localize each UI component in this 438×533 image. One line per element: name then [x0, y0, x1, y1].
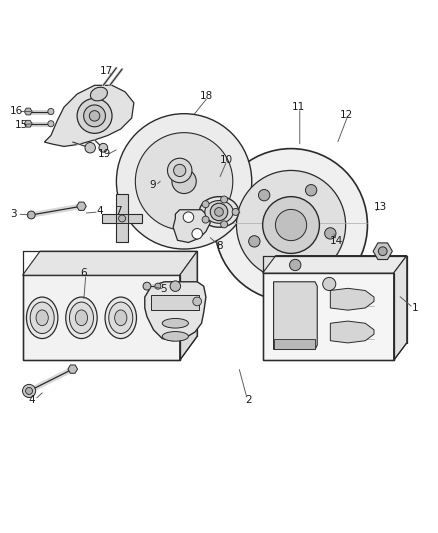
Ellipse shape: [26, 297, 58, 338]
Polygon shape: [330, 288, 374, 310]
Circle shape: [263, 197, 319, 253]
Circle shape: [89, 111, 100, 121]
Ellipse shape: [66, 297, 97, 338]
Polygon shape: [117, 195, 128, 243]
Polygon shape: [117, 214, 128, 223]
Polygon shape: [330, 321, 374, 343]
Text: 15: 15: [15, 119, 28, 130]
Polygon shape: [394, 256, 407, 360]
Circle shape: [170, 281, 180, 292]
Polygon shape: [77, 202, 86, 211]
Circle shape: [143, 282, 151, 290]
Circle shape: [202, 216, 209, 223]
Circle shape: [193, 297, 201, 306]
Polygon shape: [151, 295, 199, 310]
Text: 1: 1: [412, 303, 419, 313]
Circle shape: [249, 236, 260, 247]
Circle shape: [119, 215, 126, 222]
Circle shape: [215, 207, 223, 216]
Polygon shape: [68, 365, 78, 373]
Circle shape: [48, 120, 54, 127]
Polygon shape: [24, 108, 32, 115]
Text: 8: 8: [216, 241, 223, 251]
Circle shape: [172, 169, 196, 193]
Circle shape: [276, 209, 307, 240]
Ellipse shape: [162, 332, 188, 341]
Text: 9: 9: [149, 180, 156, 190]
Ellipse shape: [109, 302, 133, 334]
Circle shape: [378, 247, 387, 256]
Polygon shape: [180, 251, 197, 360]
Ellipse shape: [70, 302, 93, 334]
Text: 6: 6: [80, 268, 87, 278]
Polygon shape: [263, 256, 407, 273]
Circle shape: [25, 387, 32, 394]
Text: 13: 13: [374, 201, 387, 212]
Text: 12: 12: [340, 110, 353, 119]
Circle shape: [290, 259, 301, 271]
Circle shape: [183, 212, 194, 222]
Ellipse shape: [90, 87, 107, 101]
Polygon shape: [274, 338, 315, 350]
Text: 14: 14: [329, 236, 343, 246]
Ellipse shape: [135, 133, 233, 230]
Circle shape: [323, 277, 336, 290]
Text: 11: 11: [292, 102, 305, 112]
Circle shape: [210, 203, 228, 221]
Text: 19: 19: [98, 149, 111, 159]
Polygon shape: [102, 214, 142, 223]
Circle shape: [27, 211, 35, 219]
Circle shape: [325, 228, 336, 239]
Polygon shape: [24, 120, 32, 127]
Circle shape: [99, 143, 108, 152]
Polygon shape: [373, 243, 392, 260]
Circle shape: [192, 229, 202, 239]
Circle shape: [305, 184, 317, 196]
Circle shape: [221, 221, 228, 228]
Ellipse shape: [105, 297, 137, 338]
Circle shape: [237, 171, 346, 280]
Ellipse shape: [199, 197, 239, 227]
Circle shape: [167, 158, 192, 183]
Circle shape: [22, 384, 35, 398]
Circle shape: [232, 208, 239, 215]
Ellipse shape: [75, 310, 88, 326]
Text: 4: 4: [97, 206, 103, 216]
Circle shape: [215, 149, 367, 302]
Circle shape: [48, 108, 54, 115]
Text: 2: 2: [245, 394, 252, 405]
Circle shape: [85, 142, 95, 153]
Circle shape: [173, 164, 186, 176]
Text: 10: 10: [219, 155, 233, 165]
Ellipse shape: [117, 114, 252, 249]
Ellipse shape: [205, 200, 233, 223]
Text: 18: 18: [200, 91, 213, 101]
Text: 7: 7: [115, 206, 122, 216]
Text: 3: 3: [11, 209, 17, 219]
Circle shape: [221, 196, 228, 203]
Text: 17: 17: [100, 66, 113, 76]
Text: 5: 5: [160, 284, 166, 294]
Circle shape: [258, 190, 270, 201]
Polygon shape: [22, 275, 180, 360]
Polygon shape: [145, 282, 206, 341]
Ellipse shape: [115, 310, 127, 326]
Polygon shape: [263, 273, 394, 360]
Text: 4: 4: [28, 394, 35, 405]
Text: 16: 16: [10, 106, 24, 116]
Ellipse shape: [36, 310, 48, 326]
Polygon shape: [274, 282, 317, 350]
Ellipse shape: [30, 302, 54, 334]
Ellipse shape: [162, 318, 188, 328]
Polygon shape: [173, 210, 210, 243]
Circle shape: [155, 283, 161, 289]
Polygon shape: [22, 251, 197, 275]
Circle shape: [77, 99, 112, 133]
Circle shape: [84, 105, 106, 127]
Circle shape: [202, 201, 209, 208]
Polygon shape: [44, 85, 134, 147]
